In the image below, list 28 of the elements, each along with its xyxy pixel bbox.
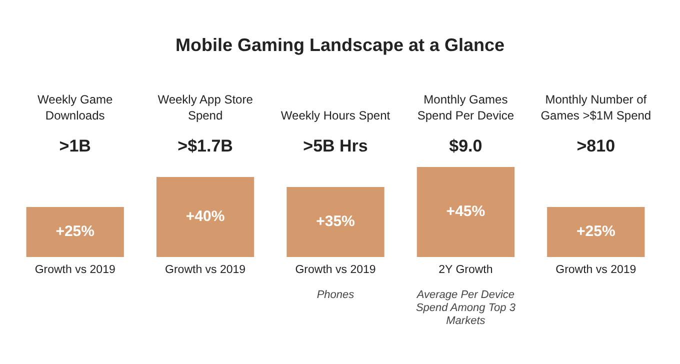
- text: Growth vs 2019: [34, 264, 116, 276]
- text: Growth vs 2019: [295, 264, 376, 276]
- data-label: +25%: [56, 223, 94, 240]
- bar: [416, 167, 515, 257]
- x-tick-label: Monthly Games Spend Per Device: [417, 92, 514, 122]
- x-tick-label: Monthly Number of Games >$1M Spend: [540, 92, 652, 122]
- bar: [156, 177, 254, 257]
- bar: [547, 207, 645, 257]
- data-label: +45%: [446, 203, 486, 220]
- data-label: +35%: [316, 213, 355, 230]
- x-tick-label: Weekly Hours Spent: [280, 108, 391, 122]
- annotation: Phones: [316, 289, 355, 302]
- text: $9.0: [449, 136, 482, 156]
- text: >5B Hrs: [303, 136, 368, 156]
- text: Growth vs 2019: [556, 264, 636, 276]
- annotation: Average Per Device Spend Among Top 3 Markets: [416, 289, 516, 328]
- text: 2Y Growth: [438, 264, 493, 276]
- chart-title: Mobile Gaming Landscape at a Glance: [175, 34, 505, 55]
- bar: [26, 207, 124, 257]
- bar: [286, 187, 384, 257]
- x-tick-label: Weekly Game Downloads: [38, 92, 113, 122]
- x-tick-label: Weekly App Store Spend: [158, 92, 254, 122]
- text: Growth vs 2019: [165, 264, 246, 276]
- text: >1B: [59, 136, 91, 156]
- data-label: +40%: [186, 208, 225, 226]
- text: >810: [576, 136, 616, 156]
- text: >$1.7B: [178, 136, 233, 156]
- data-label: +25%: [576, 223, 616, 240]
